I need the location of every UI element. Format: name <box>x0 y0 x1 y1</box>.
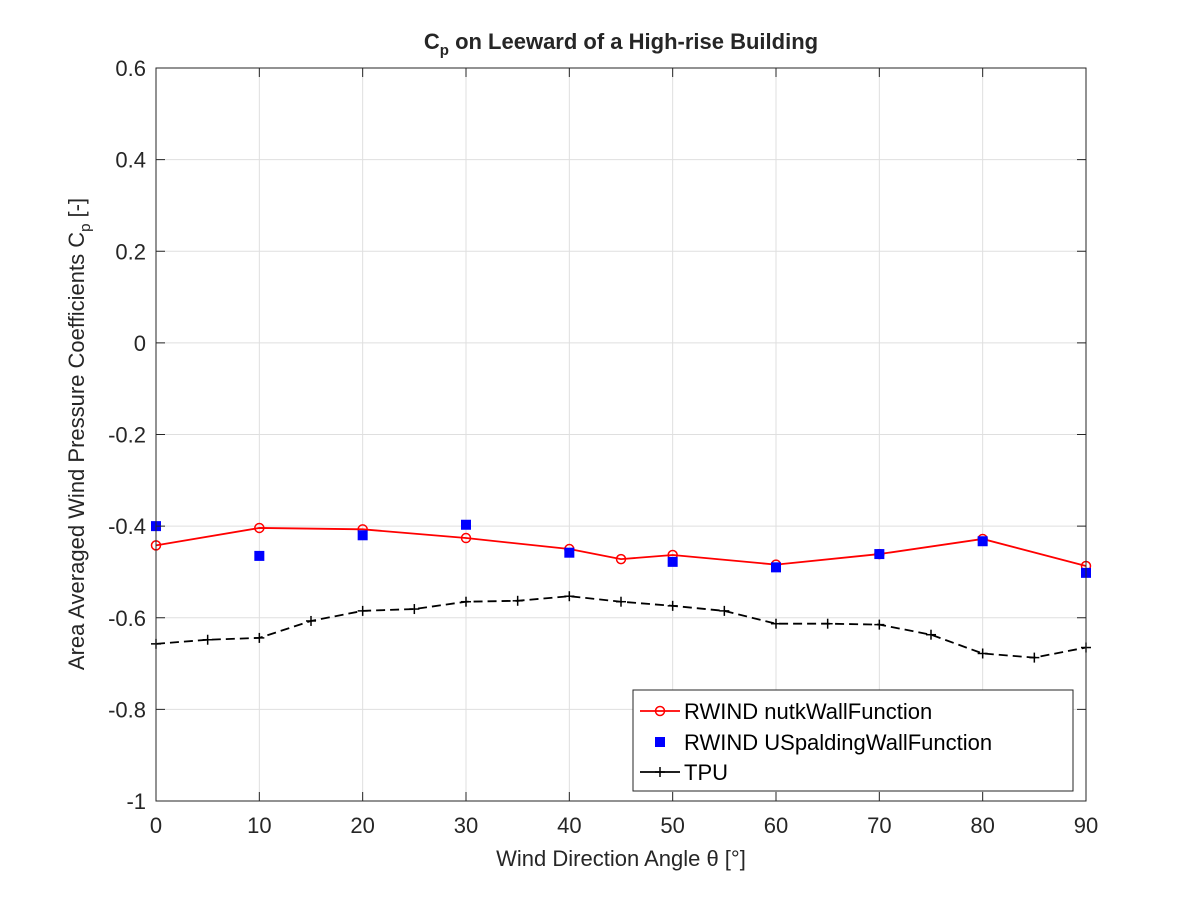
data-point <box>512 595 523 606</box>
data-point <box>771 618 781 629</box>
x-tick-label: 90 <box>1074 813 1098 838</box>
data-point <box>667 600 678 611</box>
x-tick-label: 0 <box>150 813 162 838</box>
y-tick-label: 0.4 <box>115 148 146 173</box>
legend-label: RWIND USpaldingWallFunction <box>684 730 992 755</box>
data-point <box>667 556 678 567</box>
y-tick-label: -0.8 <box>108 697 146 722</box>
data-point <box>1029 652 1040 663</box>
x-axis-label: Wind Direction Angle θ [°] <box>496 846 746 871</box>
chart-title: Cp on Leeward of a High-rise Building <box>424 29 818 59</box>
y-tick-label: -0.2 <box>108 423 146 448</box>
data-point <box>254 632 265 643</box>
data-point <box>357 530 368 541</box>
legend-box <box>632 689 1074 792</box>
data-point <box>822 618 833 629</box>
y-tick-label: 0.6 <box>115 56 146 81</box>
data-point <box>357 605 368 616</box>
y-tick-label: 0 <box>134 331 146 356</box>
legend-marker <box>655 737 665 747</box>
x-tick-label: 50 <box>660 813 684 838</box>
x-tick-label: 80 <box>970 813 994 838</box>
x-tick-label: 60 <box>764 813 788 838</box>
x-tick-label: 10 <box>247 813 271 838</box>
legend-marker <box>655 767 665 777</box>
y-tick-label: -0.6 <box>108 606 146 631</box>
x-tick-label: 30 <box>454 813 478 838</box>
data-point <box>409 604 420 615</box>
data-point <box>460 532 472 544</box>
data-point <box>306 615 316 626</box>
y-tick-label: -1 <box>126 789 146 814</box>
legend-label: TPU <box>684 760 728 785</box>
legend-entry: RWIND USpaldingWallFunction <box>655 730 992 755</box>
data-point <box>564 547 575 558</box>
legend: RWIND nutkWallFunction RWIND USpaldingWal… <box>632 689 1074 792</box>
data-point <box>461 519 471 530</box>
data-point <box>254 522 265 534</box>
data-point <box>771 562 781 573</box>
data-point <box>202 634 213 645</box>
x-tick-label: 40 <box>557 813 581 838</box>
x-tick-label: 20 <box>350 813 374 838</box>
data-point <box>719 605 730 616</box>
data-point <box>564 591 575 602</box>
data-point <box>874 619 885 630</box>
x-tick-label: 70 <box>867 813 891 838</box>
data-point <box>254 550 265 561</box>
ticks: 0 10 20 30 40 50 60 70 80 90 -1 -0.8 -0.6 -0.4 -0.2 0 0.… <box>108 56 1098 838</box>
data-point <box>977 648 988 659</box>
series-line <box>155 527 1087 567</box>
data-point <box>615 553 627 565</box>
y-axis-label: Area Averaged Wind Pressure Coefficients… <box>64 198 94 670</box>
series-tpu <box>151 591 1091 663</box>
legend-entry: RWIND nutkWallFunction <box>640 699 932 724</box>
data-point <box>616 596 626 607</box>
y-tick-label: -0.4 <box>108 514 146 539</box>
data-point <box>977 536 988 547</box>
legend-label: RWIND nutkWallFunction <box>684 699 932 724</box>
data-point <box>926 629 936 640</box>
data-point <box>461 596 471 607</box>
data-point <box>874 549 885 560</box>
y-tick-label: 0.2 <box>115 239 146 264</box>
legend-marker <box>654 705 666 717</box>
legend-entry: TPU <box>640 760 728 785</box>
